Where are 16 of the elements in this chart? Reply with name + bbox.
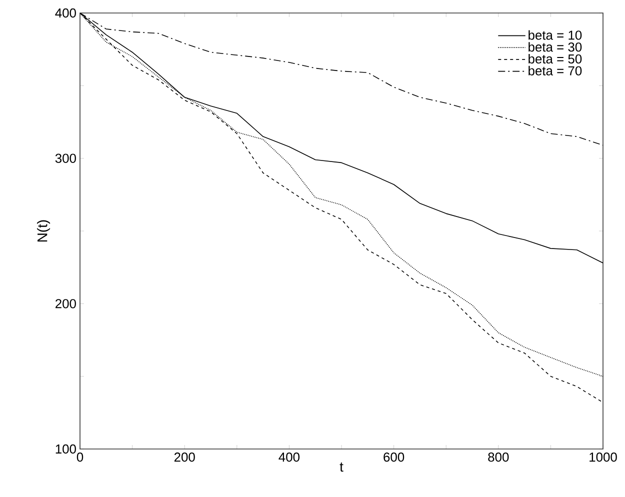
y-axis-title: N(t): [37, 220, 50, 242]
legend-label: beta = 50: [528, 54, 582, 64]
y-tick-label: 100: [56, 444, 76, 454]
y-tick-label: 300: [55, 154, 76, 163]
legend-label: beta = 70: [528, 66, 582, 76]
legend-label: beta = 10: [528, 30, 582, 40]
x-tick-label: 0: [76, 452, 84, 462]
x-tick-label: 200: [174, 452, 195, 462]
x-tick-label: 600: [384, 452, 404, 462]
x-tick-label: 800: [488, 452, 509, 462]
x-axis-title: t: [340, 462, 344, 472]
y-tick-label: 400: [55, 8, 76, 18]
legend-label: beta = 30: [528, 42, 582, 52]
x-tick-label: 1000: [590, 452, 617, 462]
x-tick-label: 400: [278, 452, 300, 462]
y-tick-label: 200: [56, 299, 76, 308]
